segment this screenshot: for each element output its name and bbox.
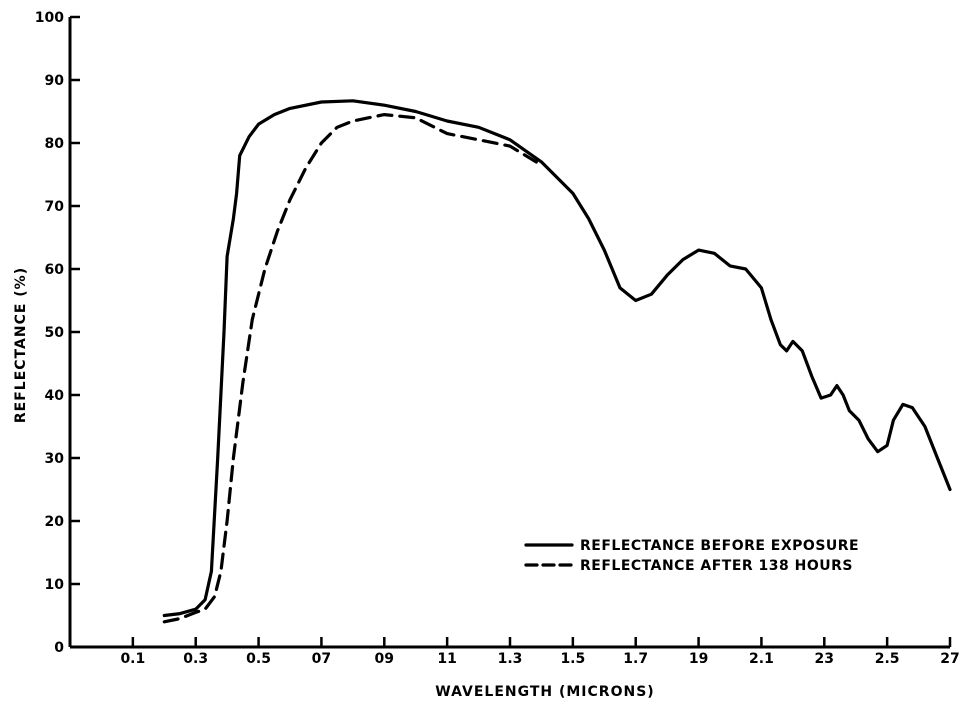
legend-label: REFLECTANCE BEFORE EXPOSURE [580, 538, 859, 554]
y-tick-label: 100 [35, 10, 64, 26]
y-tick-label: 70 [45, 199, 65, 215]
y-tick-label: 60 [45, 262, 65, 278]
x-tick-label: 1.7 [623, 651, 648, 667]
y-tick-label: 80 [45, 136, 65, 152]
y-axis-ticks: 0 10 20 30 40 50 60 70 80 90 100 [35, 10, 80, 656]
x-tick-label: 27 [940, 651, 959, 667]
x-tick-label: 2.1 [749, 651, 774, 667]
y-tick-label: 90 [45, 73, 65, 89]
x-axis-ticks: 0.1 0.3 0.5 07 09 11 1.3 1.5 1.7 19 2.1 23 2.5 27 [120, 637, 959, 667]
x-tick-label: 19 [689, 651, 708, 667]
x-tick-label: 0.5 [246, 651, 271, 667]
y-tick-label: 20 [45, 514, 65, 530]
y-tick-label: 0 [54, 640, 64, 656]
x-tick-label: 1.3 [498, 651, 523, 667]
y-tick-label: 50 [45, 325, 65, 341]
x-tick-label: 11 [437, 651, 456, 667]
y-tick-label: 10 [45, 577, 65, 593]
x-tick-label: 0.1 [120, 651, 145, 667]
y-axis-title: REFLECTANCE (%) [13, 267, 29, 423]
x-tick-label: 1.5 [560, 651, 585, 667]
x-axis-title: WAVELENGTH (MICRONS) [435, 684, 654, 700]
x-tick-label: 09 [375, 651, 394, 667]
x-tick-label: 07 [312, 651, 331, 667]
y-tick-label: 40 [45, 388, 65, 404]
legend: REFLECTANCE BEFORE EXPOSURE REFLECTANCE A… [526, 538, 859, 574]
x-tick-label: 0.3 [183, 651, 208, 667]
x-tick-label: 2.5 [875, 651, 900, 667]
x-tick-label: 23 [815, 651, 834, 667]
legend-label: REFLECTANCE AFTER 138 HOURS [580, 558, 853, 574]
y-tick-label: 30 [45, 451, 65, 467]
